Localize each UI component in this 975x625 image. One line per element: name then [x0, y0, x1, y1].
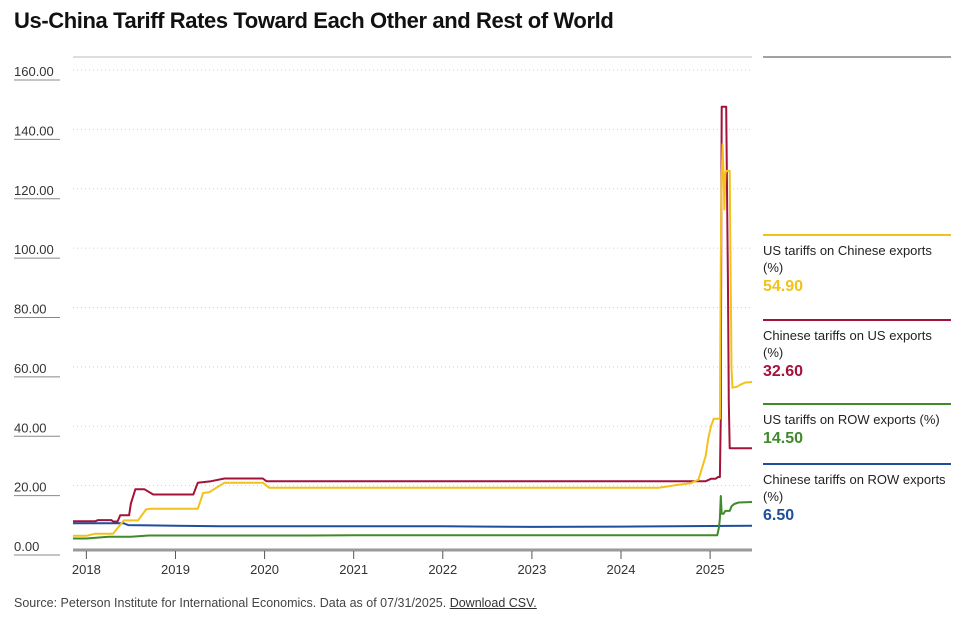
legend-item-us-on-row: US tariffs on ROW exports (%) 14.50 — [763, 403, 951, 448]
legend-label: US tariffs on Chinese exports (%) — [763, 243, 932, 275]
source-note: Source: Peterson Institute for Internati… — [14, 596, 537, 610]
legend-bar — [763, 403, 951, 405]
y-tick-label: 160.00 — [14, 64, 54, 79]
series-line-1 — [73, 105, 752, 523]
x-tick-label: 2024 — [607, 562, 636, 577]
y-tick-label: 20.00 — [14, 480, 47, 495]
y-tick-label: 40.00 — [14, 420, 47, 435]
legend-value: 14.50 — [763, 430, 804, 447]
legend-bar — [763, 463, 951, 465]
x-tick-label: 2025 — [696, 562, 725, 577]
series-line-2 — [73, 495, 753, 540]
source-text: Source: Peterson Institute for Internati… — [14, 596, 447, 610]
x-tick-label: 2022 — [428, 562, 457, 577]
legend-item-china-on-row: Chinese tariffs on ROW exports (%) 6.50 — [763, 463, 951, 525]
grid-lines — [73, 56, 951, 487]
y-tick-label: 60.00 — [14, 361, 47, 376]
x-tick-label: 2021 — [339, 562, 368, 577]
y-tick-label: 100.00 — [14, 242, 54, 257]
legend-value: 32.60 — [763, 363, 804, 380]
chart-title: Us-China Tariff Rates Toward Each Other … — [14, 8, 614, 33]
series-line-3 — [73, 522, 753, 528]
legend-bar — [763, 234, 951, 236]
legend-label: Chinese tariffs on ROW exports (%) — [763, 472, 946, 504]
legend-item-us-on-china: US tariffs on Chinese exports (%) 54.90 — [763, 234, 951, 296]
y-axis: 160.00 140.00 120.00 100.00 80.00 60.00 40.00 2… — [14, 64, 60, 556]
x-axis: 2018 2019 2020 2021 2022 2023 2024 2025 — [72, 548, 752, 577]
series-line-0 — [73, 143, 753, 537]
y-tick-label: 80.00 — [14, 302, 47, 317]
y-tick-label: 140.00 — [14, 123, 54, 138]
x-tick-label: 2023 — [517, 562, 546, 577]
legend-item-china-on-us: Chinese tariffs on US exports (%) 32.60 — [763, 319, 951, 381]
y-tick-label: 0.00 — [14, 539, 39, 554]
legend-label: Chinese tariffs on US exports (%) — [763, 328, 932, 360]
x-tick-label: 2019 — [161, 562, 190, 577]
legend-bar — [763, 319, 951, 321]
series-lines — [73, 105, 753, 540]
legend-value: 54.90 — [763, 278, 804, 295]
y-tick-label: 120.00 — [14, 183, 54, 198]
x-tick-label: 2020 — [250, 562, 279, 577]
download-csv-link[interactable]: Download CSV. — [449, 596, 537, 610]
x-tick-label: 2018 — [72, 562, 101, 577]
legend-label: US tariffs on ROW exports (%) — [763, 412, 940, 427]
legend-value: 6.50 — [763, 507, 795, 524]
